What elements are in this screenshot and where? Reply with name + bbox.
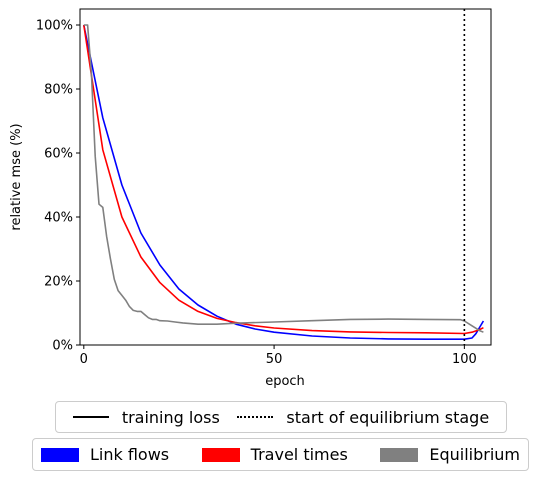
plot-frame	[79, 8, 492, 346]
line-style-legend: training loss start of equilibrium stage	[55, 401, 507, 433]
x-tick-label: 0	[80, 352, 88, 367]
legend-item-training-loss: training loss	[72, 407, 220, 427]
legend-label: Equilibrium	[429, 445, 520, 464]
legend-item-travel-times: Travel times	[201, 445, 348, 464]
color-swatch	[380, 447, 419, 462]
series-line-link-flows	[83, 24, 485, 340]
legend-label: training loss	[121, 407, 220, 427]
series-layer	[83, 24, 485, 340]
y-tick-label: 100%	[36, 19, 73, 34]
dotted-line-swatch	[237, 416, 274, 418]
y-axis-label: relative mse (%)	[9, 123, 24, 230]
legend-label: Travel times	[250, 445, 348, 464]
y-tick-label: 80%	[44, 83, 73, 98]
legend-item-link-flows: Link flows	[41, 445, 169, 464]
color-swatch	[201, 447, 240, 462]
y-tick-label: 40%	[44, 211, 73, 226]
solid-line-swatch	[72, 416, 109, 418]
color-swatch	[41, 447, 79, 462]
legend-label: start of equilibrium stage	[286, 407, 490, 427]
x-axis-label: epoch	[265, 374, 305, 389]
series-line-equilibrium	[83, 24, 484, 333]
x-tick-label: 100	[452, 352, 477, 367]
y-tick-label: 60%	[44, 147, 73, 162]
legend-item-equilibrium: Equilibrium	[380, 445, 520, 464]
series-legend: Link flows Travel times Equilibrium	[32, 438, 529, 471]
x-tick-label: 50	[266, 352, 283, 367]
line-chart: 0 50 100 0% 20% 40% 60% 80% 100% epoch relative …	[9, 8, 492, 389]
y-tick-label: 20%	[44, 275, 73, 290]
y-tick-label: 0%	[52, 339, 73, 354]
legend-item-equilibrium-start: start of equilibrium stage	[237, 408, 489, 427]
legend-label: Link flows	[90, 445, 170, 464]
series-line-travel-times	[83, 24, 484, 335]
ticks-layer: 0 50 100 0% 20% 40% 60% 80% 100%	[36, 19, 477, 368]
